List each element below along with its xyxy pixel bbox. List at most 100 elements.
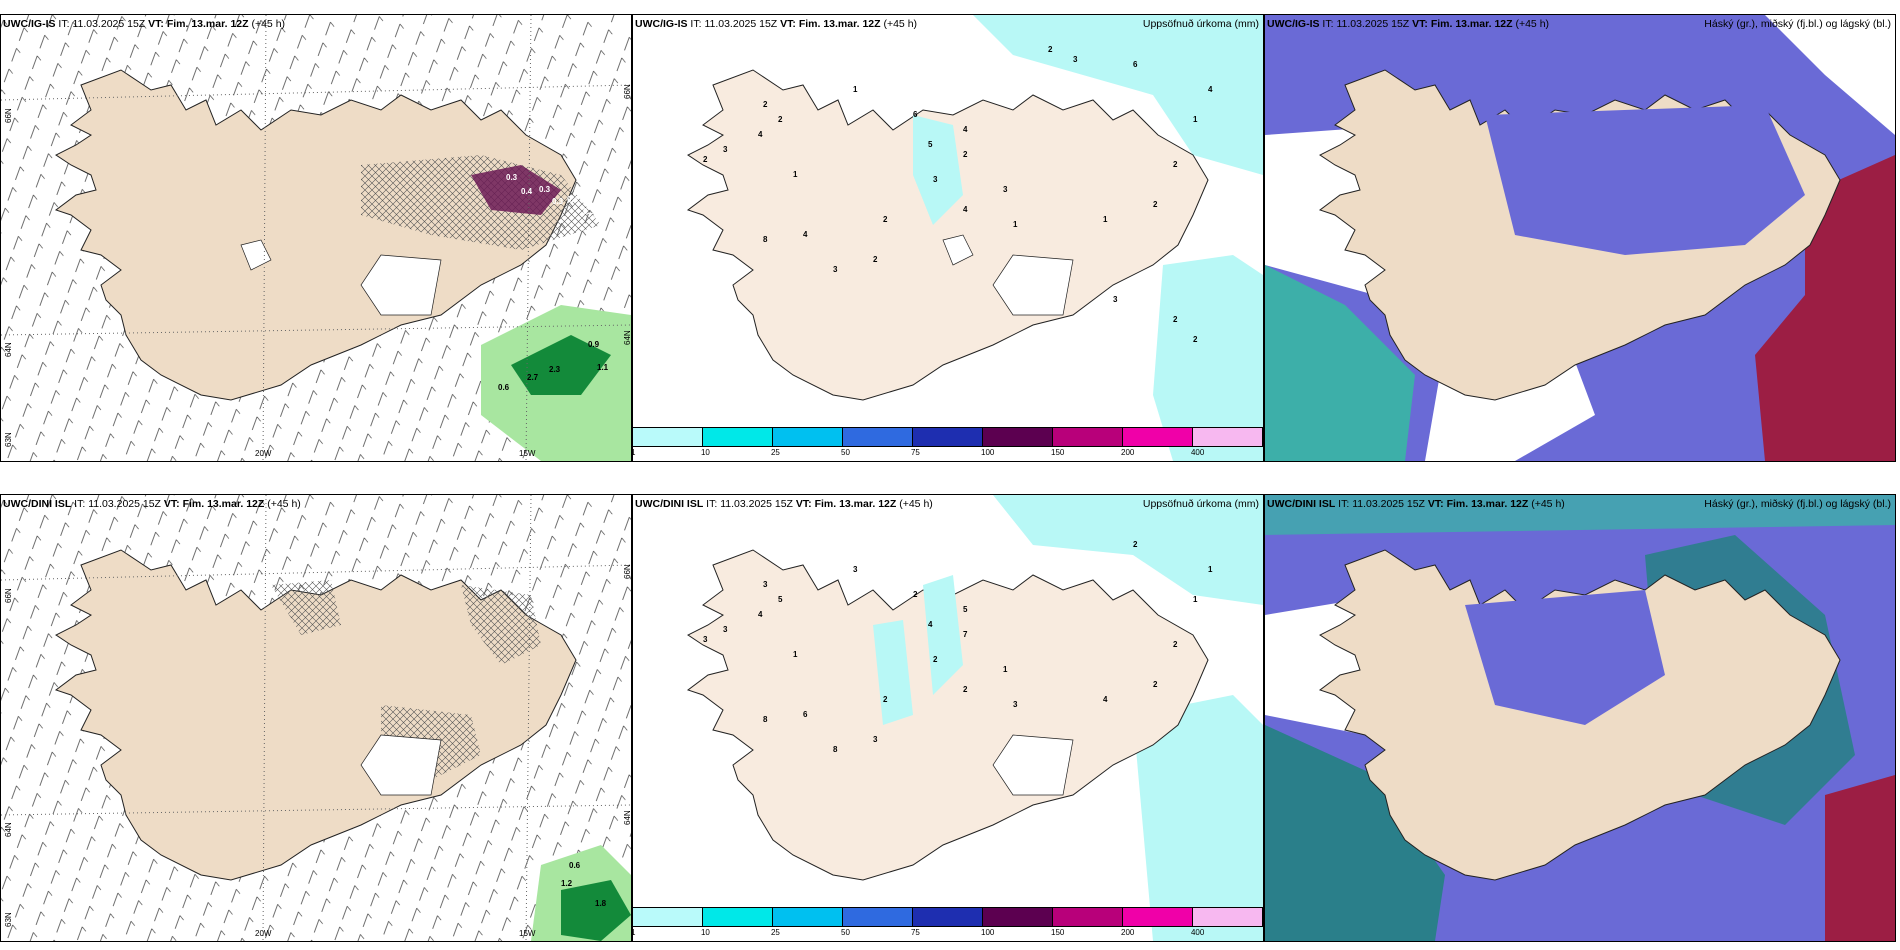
lead-time: (+45 h)	[1531, 498, 1565, 510]
colorbar-tick-label: 75	[910, 928, 920, 937]
colorbar-box	[913, 908, 983, 926]
precip-value-label: 1	[1103, 215, 1108, 224]
vt-label: VT:	[795, 498, 812, 510]
precip-value-label: 1	[1193, 595, 1198, 604]
precip-value-label: 4	[928, 620, 933, 629]
precip-value-label: 2	[913, 590, 918, 599]
lead-time: (+45 h)	[251, 18, 286, 30]
colorbar-tick-label: 100	[981, 448, 995, 457]
lead-time: (+45 h)	[899, 498, 933, 510]
colorbar-box	[1123, 908, 1193, 926]
precip-value-label: 2	[963, 150, 968, 159]
panel-header: UWC/DINI ISL IT: 11.03.2025 15Z VT: Fim.…	[635, 498, 933, 510]
precip-value-label: 2	[703, 155, 708, 164]
precip-value-label: 3	[873, 735, 878, 744]
vt-value: Fim. 13.mar. 12Z	[166, 18, 249, 30]
colorbar-box	[633, 428, 703, 446]
colorbar-tick-label: 10	[700, 448, 710, 457]
precip-title: Uppsöfnuð úrkoma (mm)	[1142, 498, 1259, 510]
it-label: IT:	[1338, 498, 1350, 510]
it-value: 11.03.2025 15Z	[72, 18, 146, 30]
precip-value-label: 1	[793, 170, 798, 179]
vt-label: VT:	[1412, 18, 1428, 30]
panel-header: UWC/IG-IS IT: 11.03.2025 15Z VT: Fim. 13…	[3, 18, 285, 30]
value-label: 1.1	[597, 363, 609, 372]
vt-label: VT:	[148, 18, 164, 30]
value-label: 0.3	[506, 173, 518, 182]
panel-wind-bottom: UWC/DINI ISL IT: 11.03.2025 15Z VT: Fim.…	[0, 494, 632, 942]
panel-header: UWC/DINI ISL IT: 11.03.2025 15Z VT: Fim.…	[1267, 498, 1565, 510]
cloud-map-top	[1265, 15, 1895, 461]
colorbar-ticks: 1 10 25 50 75 100 150 200 400	[633, 447, 1263, 459]
panel-header: UWC/DINI ISL IT: 11.03.2025 15Z VT: Fim.…	[3, 498, 301, 510]
value-label: 0.3	[539, 185, 551, 194]
colorbar-boxes	[633, 427, 1263, 447]
precip-area	[993, 495, 1263, 605]
precip-value-label: 1	[793, 650, 798, 659]
glacier	[360, 734, 442, 796]
vt-value: Fim. 13.mar. 12Z	[182, 498, 265, 510]
colorbar-box	[703, 908, 773, 926]
vt-label: VT:	[163, 498, 180, 510]
precip-area	[1153, 255, 1263, 461]
precip-value-label: 2	[1173, 315, 1178, 324]
lat-63-label: 63N	[4, 432, 13, 447]
value-label: 0.3	[552, 197, 564, 206]
value-label: 0.4	[567, 195, 579, 204]
colorbar-tick-label: 25	[770, 928, 780, 937]
lat-63-label: 63N	[4, 912, 13, 927]
colorbar-tick-label: 150	[1051, 448, 1065, 457]
precip-value-label: 6	[913, 110, 918, 119]
precip-value-label: 3	[1013, 700, 1018, 709]
precip-value-label: 3	[833, 265, 838, 274]
lat-66-label: 66N	[4, 108, 13, 123]
vt-value: Fim. 13.mar. 12Z	[798, 18, 881, 30]
colorbar-box	[983, 428, 1053, 446]
precip-area	[1133, 695, 1263, 941]
lon-15w-label: 15W	[519, 929, 536, 938]
colorbar-tick-label: 50	[841, 928, 850, 937]
lon-15w-label: 15W	[519, 449, 536, 458]
it-value: 11.03.2025 15Z	[720, 498, 793, 510]
it-label: IT:	[1322, 18, 1334, 30]
precip-value-label: 3	[1003, 185, 1008, 194]
colorbar-box	[913, 428, 983, 446]
it-label: IT:	[690, 18, 702, 30]
colorbar-box	[983, 908, 1053, 926]
precip-value-label: 8	[763, 715, 768, 724]
precip-value-label: 3	[1073, 55, 1078, 64]
precip-area	[873, 620, 913, 725]
panel-cloud-top: UWC/IG-IS IT: 11.03.2025 15Z VT: Fim. 13…	[1264, 14, 1896, 462]
green-area-dark	[561, 880, 631, 941]
precip-value-label: 3	[723, 625, 728, 634]
precip-value-label: 2	[1153, 680, 1158, 689]
precip-colorbar: 1 10 25 50 75 100 150 200 400	[633, 427, 1263, 457]
precip-area	[913, 115, 963, 225]
colorbar-tick-label: 1	[633, 928, 635, 937]
precip-area	[923, 575, 963, 695]
precip-value-label: 4	[758, 610, 763, 619]
lon-20w-label: 20W	[255, 449, 272, 458]
colorbar-tick-label: 400	[1190, 448, 1205, 457]
colorbar-ticks: 1 10 25 50 75 100 150 200 400	[633, 927, 1263, 939]
colorbar-tick-label: 25	[770, 448, 780, 457]
colorbar-boxes	[633, 907, 1263, 927]
vt-label: VT:	[1427, 498, 1444, 510]
green-area-dark	[511, 335, 611, 395]
clear-area	[1765, 15, 1895, 135]
wind-map-bottom	[1, 495, 631, 941]
precip-value-label: 4	[963, 125, 968, 134]
glacier	[360, 254, 442, 316]
colorbar-tick-label: 100	[981, 928, 995, 937]
colorbar-box	[1193, 428, 1263, 446]
precip-value-label: 6	[803, 710, 808, 719]
precip-area	[973, 15, 1263, 175]
cloud-map-bottom	[1265, 495, 1895, 941]
lat-64-label-right: 64N	[623, 330, 632, 345]
precip-value-label: 4	[803, 230, 808, 239]
precip-value-label: 2	[1133, 540, 1138, 549]
precip-colorbar: 1 10 25 50 75 100 150 200 400	[633, 907, 1263, 937]
colorbar-box	[773, 908, 843, 926]
model-name: UWC/DINI ISL	[635, 498, 704, 510]
colorbar-box	[633, 908, 703, 926]
